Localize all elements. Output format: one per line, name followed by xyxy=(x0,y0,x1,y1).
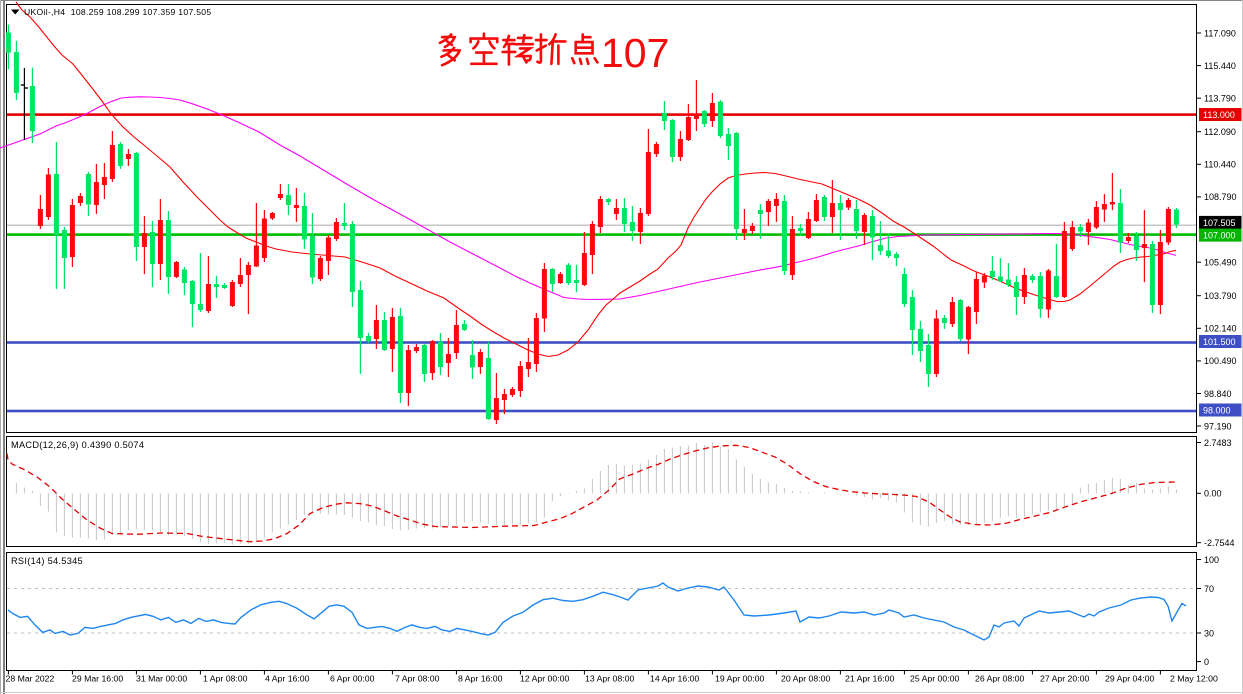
svg-text:98.840: 98.840 xyxy=(1204,389,1232,399)
svg-text:14 Apr 16:00: 14 Apr 16:00 xyxy=(650,674,699,684)
svg-text:8 Apr 16:00: 8 Apr 16:00 xyxy=(458,674,503,684)
svg-text:107: 107 xyxy=(601,30,669,76)
svg-text:25 Apr 00:00: 25 Apr 00:00 xyxy=(910,674,959,684)
svg-text:6 Apr 00:00: 6 Apr 00:00 xyxy=(330,674,375,684)
svg-text:98.000: 98.000 xyxy=(1203,406,1231,416)
svg-text:13 Apr 08:00: 13 Apr 08:00 xyxy=(585,674,634,684)
svg-text:108.790: 108.790 xyxy=(1204,192,1237,202)
svg-text:0.00: 0.00 xyxy=(1204,489,1222,499)
svg-text:MACD(12,26,9) 0.4390 0.5074: MACD(12,26,9) 0.4390 0.5074 xyxy=(11,440,144,450)
svg-text:100.490: 100.490 xyxy=(1204,356,1237,366)
svg-text:4 Apr 16:00: 4 Apr 16:00 xyxy=(265,674,310,684)
svg-text:2.7483: 2.7483 xyxy=(1204,438,1232,448)
svg-text:RSI(14) 54.5345: RSI(14) 54.5345 xyxy=(11,556,83,566)
svg-text:103.790: 103.790 xyxy=(1204,291,1237,301)
svg-text:113.000: 113.000 xyxy=(1203,110,1235,120)
svg-text:-2.7544: -2.7544 xyxy=(1204,538,1235,548)
svg-text:31 Mar 00:00: 31 Mar 00:00 xyxy=(136,674,187,684)
svg-text:112.090: 112.090 xyxy=(1204,127,1236,137)
svg-text:101.500: 101.500 xyxy=(1203,337,1236,347)
svg-text:2 May 12:00: 2 May 12:00 xyxy=(1170,674,1218,684)
svg-text:26 Apr 08:00: 26 Apr 08:00 xyxy=(975,674,1024,684)
svg-text:1 Apr 08:00: 1 Apr 08:00 xyxy=(203,674,248,684)
svg-text:30: 30 xyxy=(1204,628,1214,638)
svg-text:105.490: 105.490 xyxy=(1204,258,1237,268)
svg-text:102.140: 102.140 xyxy=(1204,324,1237,334)
svg-text:7 Apr 08:00: 7 Apr 08:00 xyxy=(395,674,440,684)
svg-text:28 Mar 2022: 28 Mar 2022 xyxy=(6,674,55,684)
svg-text:117.090: 117.090 xyxy=(1204,28,1236,38)
svg-text:113.790: 113.790 xyxy=(1204,94,1236,104)
svg-text:21 Apr 16:00: 21 Apr 16:00 xyxy=(845,674,894,684)
svg-text:0: 0 xyxy=(1204,657,1209,667)
svg-text:107.000: 107.000 xyxy=(1203,231,1236,241)
svg-text:27 Apr 20:00: 27 Apr 20:00 xyxy=(1040,674,1089,684)
svg-text:115.440: 115.440 xyxy=(1204,61,1236,71)
svg-text:29 Apr 04:00: 29 Apr 04:00 xyxy=(1105,674,1154,684)
svg-text:12 Apr 00:00: 12 Apr 00:00 xyxy=(520,674,569,684)
svg-text:19 Apr 00:00: 19 Apr 00:00 xyxy=(715,674,764,684)
svg-text:20 Apr 08:00: 20 Apr 08:00 xyxy=(781,674,830,684)
svg-text:29 Mar 16:00: 29 Mar 16:00 xyxy=(72,674,123,684)
svg-text:110.440: 110.440 xyxy=(1204,160,1236,170)
svg-text:70: 70 xyxy=(1204,584,1214,594)
svg-text:100: 100 xyxy=(1204,555,1219,565)
svg-text:UKOil-,H4 108.259 108.299 107: UKOil-,H4 108.259 108.299 107.359 107.50… xyxy=(24,7,211,17)
svg-text:107.505: 107.505 xyxy=(1203,218,1236,228)
svg-text:97.190: 97.190 xyxy=(1204,421,1232,431)
